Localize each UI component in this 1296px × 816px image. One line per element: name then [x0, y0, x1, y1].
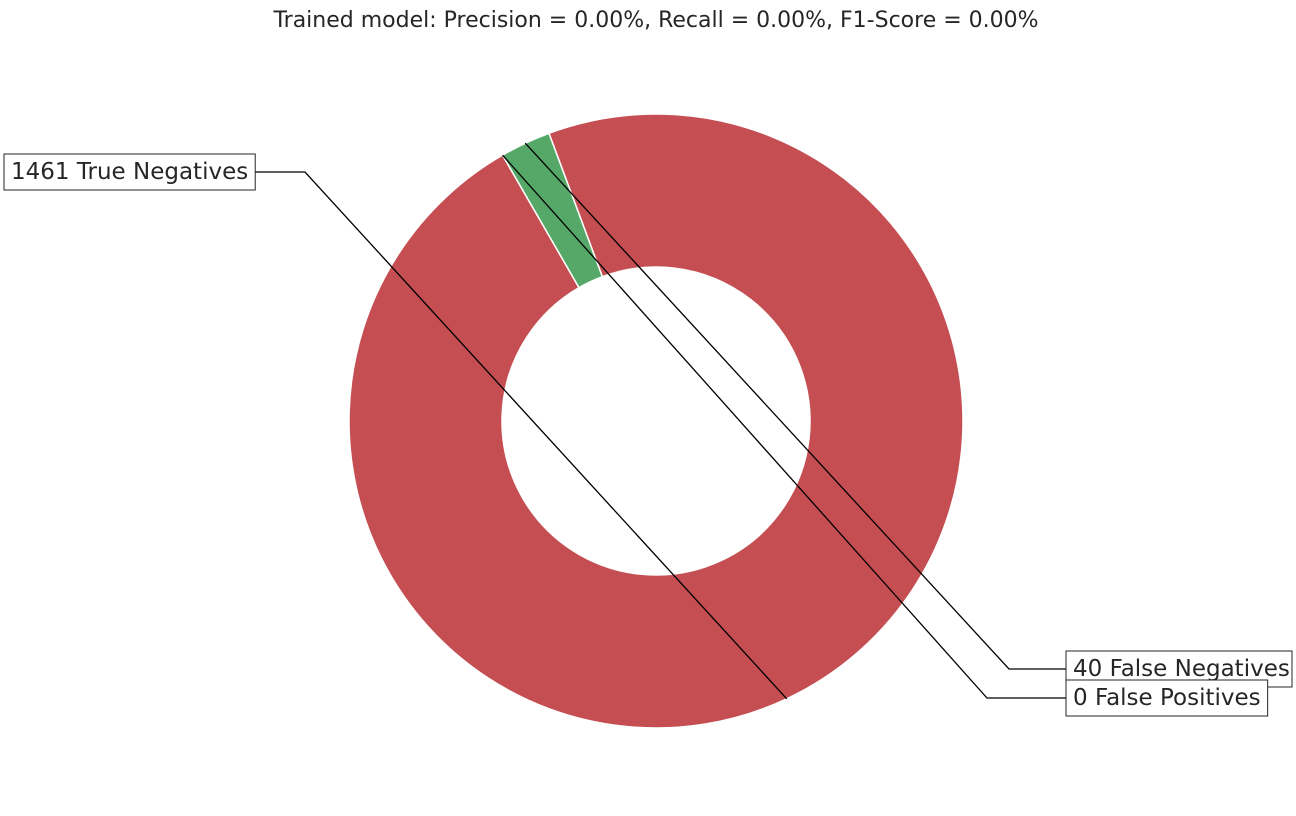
- slice-labels: 1461 True Negatives 40 False Negatives 0 F…: [3, 153, 1293, 717]
- slice-label-box: [3, 153, 256, 191]
- donut-slice-true-negatives: [348, 113, 964, 729]
- slice-label-text: 1461 True Negatives: [11, 159, 248, 185]
- slice-label-false-positives: 0 False Positives: [1065, 679, 1269, 717]
- slice-label-text: 0 False Positives: [1073, 685, 1261, 711]
- chart-title: Trained model: Precision = 0.00%, Recall…: [272, 8, 1038, 33]
- leader-line-true-negatives: [249, 171, 788, 700]
- leader-line-false-positives: [502, 154, 1066, 699]
- donut-slices: [348, 113, 964, 729]
- slice-label-text: 40 False Negatives: [1073, 656, 1290, 682]
- slice-label-true-negatives: 1461 True Negatives: [3, 153, 256, 191]
- slice-label-box: [1065, 679, 1269, 717]
- leader-line-false-negatives: [524, 142, 1066, 670]
- label-leaders: [249, 142, 1066, 700]
